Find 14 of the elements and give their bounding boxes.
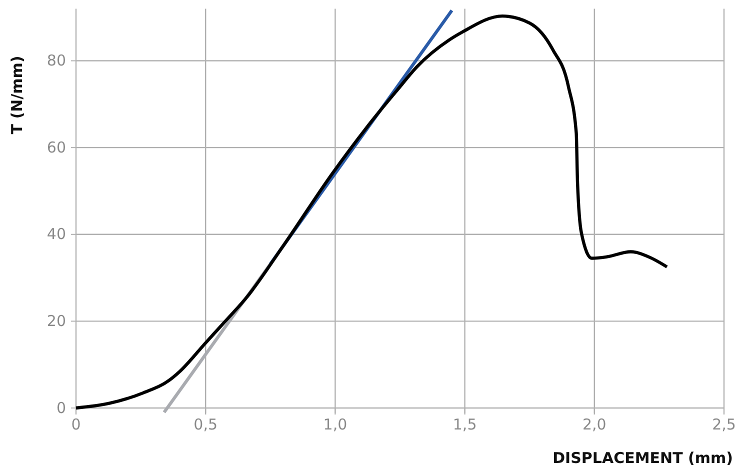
x-tick-label: 1,0 (323, 416, 348, 434)
line-series (74, 14, 669, 410)
x-axis-title: DISPLACEMENT (mm) (552, 449, 733, 467)
y-axis-title: T (N/mm) (8, 56, 26, 134)
x-tick-label: 0,5 (194, 416, 218, 434)
y-tick-label: 60 (46, 138, 66, 156)
x-tick-label: 2,0 (582, 416, 606, 434)
x-tick-label: 1,5 (452, 416, 477, 434)
y-tick-label: 80 (46, 52, 66, 70)
y-tick-label: 20 (46, 312, 66, 330)
y-tick-label: 0 (56, 398, 66, 417)
x-tick-label: 2,5 (712, 416, 736, 434)
y-tick-label: 40 (46, 225, 66, 244)
x-tick-label: 0 (71, 416, 81, 434)
